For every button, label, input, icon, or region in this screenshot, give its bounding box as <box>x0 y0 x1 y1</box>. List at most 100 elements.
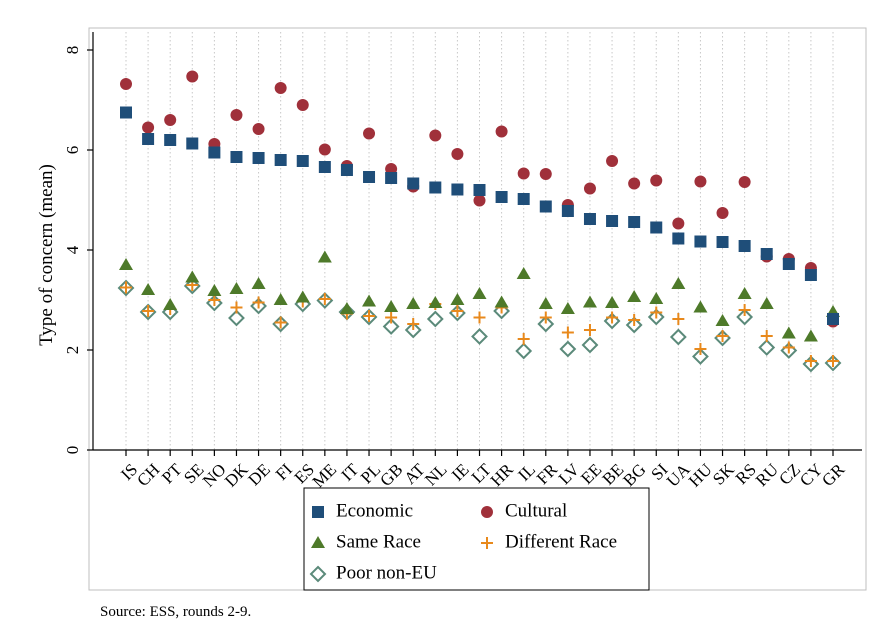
legend-label-cultural: Cultural <box>505 500 567 521</box>
point-cultural-ua <box>672 217 685 230</box>
point-different-race-sk <box>716 330 729 342</box>
series-economic <box>120 106 839 325</box>
source-note: Source: ESS, rounds 2-9. <box>100 604 252 620</box>
point-economic-ch <box>142 133 155 145</box>
point-different-race-ch <box>142 305 155 317</box>
point-different-race-cz <box>782 341 795 354</box>
point-same-race-si <box>649 292 664 304</box>
data-marks <box>117 70 842 373</box>
point-economic-pt <box>164 134 177 146</box>
point-cultural-fi <box>274 82 287 94</box>
point-same-race-se <box>185 270 200 283</box>
point-same-race-hr <box>494 295 509 308</box>
point-economic-at <box>407 177 420 190</box>
point-same-race-dk <box>229 282 244 294</box>
point-economic-nl <box>429 181 442 194</box>
point-same-race-no <box>207 284 222 296</box>
point-poor-non-eu-gb <box>382 318 400 335</box>
point-different-race-lv <box>561 326 574 339</box>
y-tick-label: 8 <box>63 46 82 55</box>
point-cultural-il <box>517 167 530 180</box>
point-economic-rs <box>738 240 751 252</box>
point-economic-lv <box>561 205 574 217</box>
legend-box <box>303 487 650 591</box>
point-different-race-pl <box>363 310 376 322</box>
point-different-race-fr <box>539 311 552 324</box>
point-economic-it <box>340 164 353 176</box>
point-cultural-rs <box>738 176 751 188</box>
point-same-race-ee <box>582 295 597 308</box>
y-tick-label: 2 <box>63 346 82 355</box>
point-economic-de <box>252 152 265 164</box>
point-cultural-dk <box>230 109 243 121</box>
point-different-race-de <box>252 296 265 309</box>
point-poor-non-eu-nl <box>426 310 444 328</box>
y-tick-label: 6 <box>63 146 82 155</box>
legend-marker-poor-non-eu <box>309 565 327 583</box>
point-poor-non-eu-fr <box>537 315 555 333</box>
point-different-race-dk <box>230 301 243 314</box>
point-same-race-pt <box>163 298 178 310</box>
point-different-race-gb <box>385 311 398 324</box>
legend-marker-cultural <box>481 506 493 518</box>
point-cultural-ee <box>583 182 596 195</box>
point-same-race-hu <box>693 300 708 313</box>
y-tick-label: 4 <box>63 245 82 254</box>
point-different-race-hu <box>694 343 707 355</box>
point-same-race-ua <box>671 277 686 289</box>
point-economic-bg <box>628 216 641 228</box>
point-cultural-pl <box>363 127 376 140</box>
legend-label-same-race: Same Race <box>336 531 421 552</box>
point-economic-hu <box>694 235 707 248</box>
series-different-race <box>120 279 839 367</box>
point-different-race-ie <box>451 305 464 317</box>
y-tick-label: 0 <box>63 446 82 455</box>
point-same-race-cy <box>803 329 818 342</box>
point-cultural-ch <box>142 121 155 134</box>
point-same-race-rs <box>737 287 752 299</box>
series-same-race <box>119 250 840 342</box>
point-economic-gb <box>385 172 398 184</box>
point-different-race-cy <box>804 355 817 367</box>
point-different-race-fi <box>274 316 287 329</box>
point-same-race-lt <box>472 287 487 299</box>
point-poor-non-eu-lt <box>471 328 488 345</box>
point-cultural-hu <box>694 175 707 188</box>
point-different-race-si <box>650 306 663 319</box>
point-economic-sk <box>716 236 729 248</box>
point-cultural-pt <box>164 114 177 126</box>
plot-area <box>93 32 862 450</box>
point-different-race-lt <box>473 311 486 324</box>
point-different-race-at <box>407 318 420 330</box>
point-different-race-is <box>120 281 132 294</box>
point-cultural-de <box>252 123 265 135</box>
point-cultural-fr <box>539 168 552 180</box>
point-poor-non-eu-ru <box>758 339 776 356</box>
point-same-race-be <box>605 296 620 308</box>
point-poor-non-eu-hu <box>692 348 709 365</box>
legend-marker-different-race <box>481 537 493 549</box>
point-same-race-nl <box>428 296 443 308</box>
point-poor-non-eu-ua <box>669 328 687 346</box>
point-economic-ua <box>672 232 685 245</box>
point-different-race-ee <box>583 324 596 336</box>
point-cultural-me <box>318 143 331 156</box>
point-same-race-ie <box>450 293 465 305</box>
point-different-race-bg <box>628 314 641 326</box>
point-different-race-ua <box>672 313 685 325</box>
point-same-race-il <box>516 267 531 279</box>
legend-label-different-race: Different Race <box>505 531 617 552</box>
point-economic-gr <box>827 313 839 325</box>
legend-label-economic: Economic <box>336 500 413 521</box>
point-economic-se <box>186 137 199 150</box>
point-same-race-cz <box>781 326 796 339</box>
point-cultural-ie <box>451 148 464 160</box>
y-ticks: 0 2 4 6 8 <box>63 46 93 455</box>
point-same-race-de <box>251 277 266 289</box>
point-cultural-se <box>186 70 199 83</box>
point-cultural-be <box>606 155 619 167</box>
point-same-race-ru <box>759 297 774 309</box>
axis-layer <box>92 32 862 451</box>
